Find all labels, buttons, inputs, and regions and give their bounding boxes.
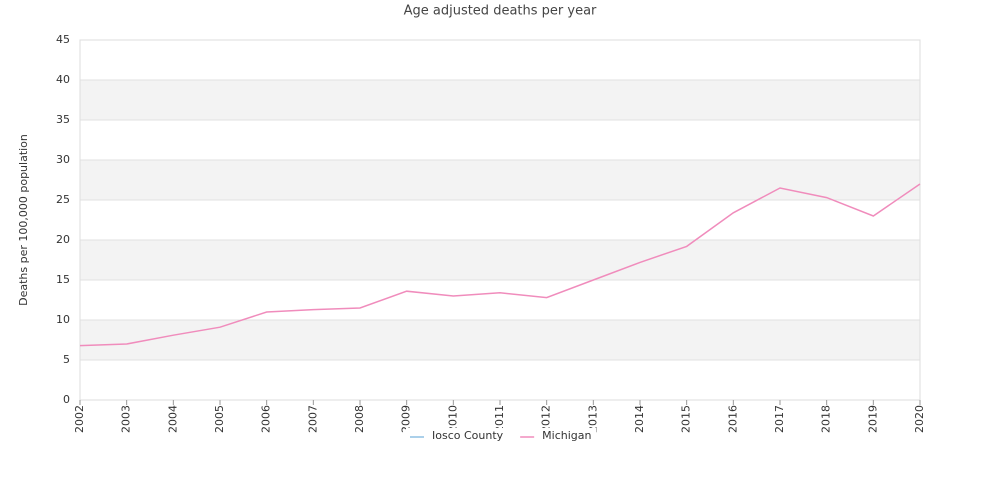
legend-label: Michigan — [542, 429, 591, 442]
y-tick-label: 10 — [56, 313, 70, 326]
y-tick-label: 40 — [56, 73, 70, 86]
legend-label: Iosco County — [432, 429, 504, 442]
y-axis-label: Deaths per 100,000 population — [17, 134, 30, 306]
legend-bg — [406, 428, 506, 444]
y-tick-label: 15 — [56, 273, 70, 286]
x-tick-label: 2019 — [866, 405, 879, 433]
x-tick-label: 2013 — [586, 405, 599, 433]
grid-band — [80, 80, 920, 120]
x-tick-label: 2018 — [820, 405, 833, 433]
x-tick-label: 2007 — [306, 405, 319, 433]
y-tick-label: 25 — [56, 193, 70, 206]
x-tick-label: 2005 — [213, 405, 226, 433]
x-tick-label: 2016 — [726, 405, 739, 433]
x-tick-label: 2020 — [913, 405, 926, 433]
x-tick-label: 2017 — [773, 405, 786, 433]
grid-band — [80, 160, 920, 200]
y-tick-label: 5 — [63, 353, 70, 366]
x-tick-label: 2012 — [540, 405, 553, 433]
y-tick-label: 0 — [63, 393, 70, 406]
x-tick-label: 2008 — [353, 405, 366, 433]
series-line — [79, 183, 921, 347]
x-tick-label: 2015 — [680, 405, 693, 433]
x-tick-label: 2009 — [400, 405, 413, 433]
x-tick-label: 2006 — [260, 405, 273, 433]
y-tick-label: 30 — [56, 153, 70, 166]
y-tick-label: 20 — [56, 233, 70, 246]
x-tick-label: 2004 — [166, 405, 179, 433]
x-tick-label: 2010 — [446, 405, 459, 433]
grid-band — [80, 320, 920, 360]
legend: Iosco County Michigan — [406, 428, 597, 444]
legend-bg — [516, 428, 597, 444]
x-tick-label: 2011 — [493, 405, 506, 433]
x-tick-label: 2002 — [73, 405, 86, 433]
grid-band — [80, 240, 920, 280]
x-tick-label: 2003 — [120, 405, 133, 433]
y-tick-label: 35 — [56, 113, 70, 126]
y-tick-label: 45 — [56, 33, 70, 46]
chart-title: Age adjusted deaths per year — [404, 4, 597, 19]
x-tick-label: 2014 — [633, 405, 646, 433]
